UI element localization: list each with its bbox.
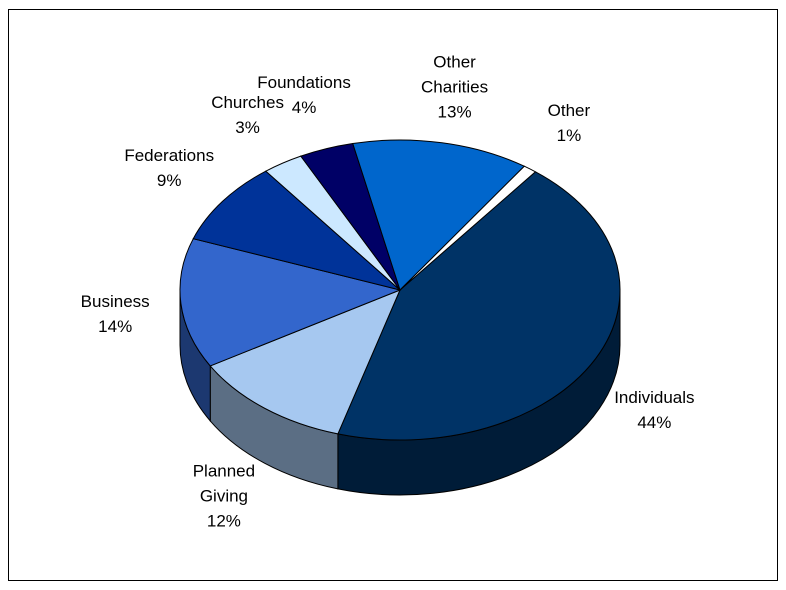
category-label: Business [80, 291, 150, 311]
category-label: Other [547, 100, 591, 120]
value-label: 12% [206, 511, 241, 531]
category-label: Other Charities [421, 52, 489, 97]
slice-label: Business 14% [60, 289, 170, 339]
slice-label: Individuals 44% [599, 385, 709, 435]
category-label: Planned Giving [192, 461, 256, 506]
slice-label: Other 1% [514, 98, 624, 148]
category-label: Churches [211, 92, 284, 112]
value-label: 13% [437, 102, 472, 122]
value-label: 9% [156, 170, 182, 190]
category-label: Federations [124, 145, 215, 165]
slice [179, 238, 402, 367]
slice-label: Federations 9% [114, 143, 224, 193]
slice-label: Planned Giving 12% [184, 459, 264, 534]
slice [192, 170, 401, 291]
slice-label: Churches 3% [193, 90, 303, 140]
value-label: 4% [291, 97, 317, 117]
slice-label: Other Charities 13% [415, 49, 495, 124]
slice [337, 171, 621, 441]
value-label: 3% [235, 117, 260, 137]
value-label: 1% [556, 125, 582, 145]
value-label: 44% [637, 412, 672, 432]
value-label: 14% [98, 316, 133, 336]
category-label: Individuals [614, 387, 695, 407]
frame [8, 9, 778, 581]
slice-label: Foundations 4% [249, 70, 359, 120]
category-label: Foundations [257, 72, 351, 92]
slice [352, 139, 526, 291]
slice [209, 289, 401, 435]
slice [399, 165, 537, 291]
